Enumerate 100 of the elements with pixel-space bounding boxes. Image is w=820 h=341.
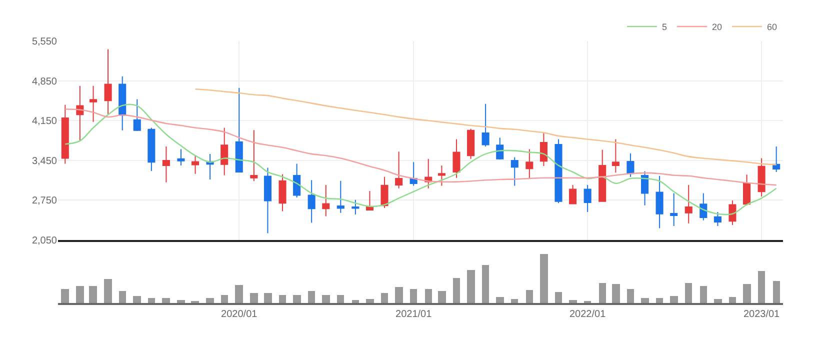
bar [773,280,780,303]
candlestick [482,103,490,147]
bar [366,298,374,303]
candlestick [540,132,548,167]
candlestick [352,199,360,216]
bar [627,288,634,303]
candlestick [569,184,577,204]
legend-label: 60 [767,22,778,32]
candlestick [278,174,286,212]
candlestick [510,156,518,186]
candlestick [118,76,126,131]
candlestick [656,175,664,229]
candlestick [772,146,780,172]
bar [381,292,388,303]
y-tick-label: 3,450 [32,156,58,167]
candlestick [670,192,678,226]
bar [569,300,577,303]
candlestick [162,146,170,183]
candlestick [452,138,460,178]
candlestick [250,130,258,182]
candlestick [308,180,316,224]
candlestick [322,184,330,217]
bar [612,284,620,303]
bar [656,298,663,303]
bar [395,286,403,303]
y-tick-label: 5,550 [32,36,58,48]
bar [700,286,707,303]
candlestick [598,149,606,202]
bar [685,282,692,303]
bar [511,298,518,303]
candlestick [584,184,592,212]
bar [293,294,301,303]
candlestick [758,158,766,198]
bar [235,284,243,303]
bar [496,296,504,303]
candlestick [133,98,141,132]
line-series [64,108,777,186]
bar [438,290,446,303]
candlestick [526,148,534,180]
bar [540,254,548,303]
bar [758,270,765,303]
bar [410,288,417,303]
x-tick-label: 2023/01 [743,309,780,320]
candlestick [438,164,446,186]
bar [221,294,228,303]
candlestick [177,148,185,166]
bar [264,292,272,303]
candlestick [90,85,98,122]
candlestick [554,138,562,204]
x-tick-label: 2020/01 [221,309,258,320]
candlestick [192,155,200,174]
candlestick [641,170,649,206]
line-series [64,104,777,216]
bar [162,298,170,303]
candlestick [293,163,301,198]
bar [250,292,258,303]
bar [729,296,736,303]
candlestick [395,151,403,189]
candlestick [612,138,620,174]
bar [104,278,112,303]
candlestick [336,180,344,214]
candlestick [700,192,708,221]
candlestick [743,174,751,206]
bar [206,298,214,303]
bar [177,300,185,303]
y-tick-label: 2,750 [32,196,58,207]
bar [119,290,126,303]
legend-label: 20 [712,22,722,32]
bar [714,298,722,303]
bar [352,300,359,303]
candlestick [714,211,722,226]
bar [425,288,432,303]
candlestick [728,200,736,226]
bar [337,294,344,303]
line-series [194,88,777,166]
bar [482,264,489,303]
bar [555,292,562,303]
bar [148,298,155,303]
bar [76,286,84,303]
bar [133,296,141,303]
bar [599,282,606,303]
bar [61,288,69,303]
candlestick [467,128,475,160]
bar [308,290,315,303]
y-tick-label: 2,050 [32,235,58,246]
candlestick [104,48,112,116]
y-tick-label: 4,150 [32,116,58,128]
candlestick [264,167,272,234]
bar [89,286,97,303]
x-tick-label: 2021/01 [396,309,432,320]
legend-label: 5 [662,22,668,32]
bar [526,290,533,303]
bar [467,270,475,303]
bar [641,298,649,303]
bar [453,278,460,303]
candlestick [366,190,374,211]
candlestick [61,104,69,164]
candlestick [380,176,388,209]
x-tick-label: 2022/01 [569,309,606,320]
bar [279,294,286,303]
